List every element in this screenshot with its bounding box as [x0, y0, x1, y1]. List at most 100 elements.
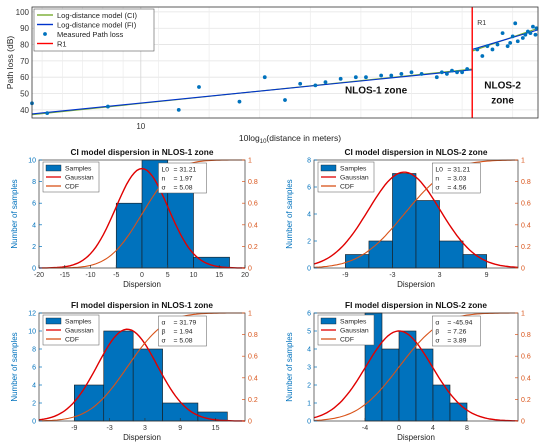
measured-point: [379, 73, 384, 78]
measured-point: [533, 32, 538, 37]
histogram-bar: [415, 348, 434, 422]
histogram-bar: [449, 402, 468, 422]
legend-swatch: [320, 317, 337, 325]
chart-title: CI model dispersion in NLOS-1 zone: [71, 147, 214, 157]
y-tick-label: 6: [32, 201, 36, 208]
y-tick-label: 2: [307, 239, 311, 246]
y2-tick-label: 0.6: [248, 354, 258, 361]
y-tick-label: 10: [28, 158, 36, 165]
y-tick-label: 0: [32, 419, 36, 426]
legend-label: Measured Path loss: [57, 30, 124, 39]
zone-label: NLOS-2: [484, 81, 521, 92]
y-axis-label: Number of samples: [10, 179, 19, 248]
measured-point: [439, 70, 444, 75]
measured-point: [528, 31, 533, 36]
x-tick-label: 3: [143, 425, 147, 432]
x-tick-label: 4: [431, 425, 435, 432]
r1-label: R1: [477, 20, 486, 27]
x-tick-label: 20: [241, 272, 249, 279]
legend-label: CDF: [340, 337, 354, 344]
legend-label: R1: [57, 40, 67, 49]
chart-title: CI model dispersion in NLOS-2 zone: [345, 147, 488, 157]
y-tick-label: 0: [307, 266, 311, 273]
param-name: β: [435, 329, 439, 336]
y-axis-label: Path loss (dB): [5, 36, 15, 90]
measured-point: [510, 34, 515, 39]
y2-tick-label: 0.2: [521, 397, 531, 404]
measured-point: [409, 70, 414, 75]
y-tick-label: 2: [307, 383, 311, 390]
y-tick-label: 90: [20, 24, 29, 33]
y2-tick-label: 0.4: [248, 222, 258, 229]
y-tick-label: 2: [32, 401, 36, 408]
param-name: L0: [435, 167, 443, 174]
measured-point: [313, 83, 318, 88]
y-tick-label: 5: [307, 329, 311, 336]
param-name: α: [435, 320, 439, 327]
zone-label: zone: [491, 95, 514, 106]
measured-point: [500, 31, 505, 36]
measured-point: [283, 98, 287, 102]
x-tick-label: -3: [389, 272, 395, 279]
y-tick-label: 6: [307, 185, 311, 192]
dispersion-chart: FI model dispersion in NLOS-1 zone 0 2 4 6 8 1…: [10, 300, 258, 442]
param-value: = 5.08: [173, 338, 192, 345]
histogram-bar: [415, 200, 440, 269]
param-value: = 3.03: [447, 176, 466, 183]
y-tick-label: 3: [307, 365, 311, 372]
measured-point: [460, 70, 464, 75]
histogram-bar: [392, 173, 417, 269]
pathloss-chart: 40 50 60 70 80 90 100 10 R1 NLOS-1 zone NLOS-2 zone…: [5, 6, 539, 145]
legend-box: [33, 8, 155, 52]
measured-point: [45, 111, 50, 116]
measured-point: [455, 70, 459, 75]
y-tick-label: 2: [32, 244, 36, 251]
measured-point: [485, 44, 490, 49]
x-tick-label: 5: [166, 272, 170, 279]
y-tick-label: 50: [20, 90, 29, 99]
param-box: [158, 162, 207, 194]
y2-tick-label: 0.2: [521, 244, 531, 251]
x-axis-label: Dispersion: [397, 280, 435, 289]
measured-point: [508, 41, 513, 45]
x-axis-label: Dispersion: [123, 280, 161, 289]
param-name: σ: [161, 185, 166, 192]
measured-point: [399, 72, 404, 76]
x-tick-label: 9: [485, 272, 489, 279]
y-tick-label: 0: [32, 266, 36, 273]
measured-point: [515, 39, 520, 44]
y-tick-label: 1: [307, 401, 311, 408]
legend-swatch: [320, 164, 337, 172]
legend-label: Gaussian: [65, 328, 94, 335]
measured-point: [176, 107, 181, 112]
measured-point: [505, 44, 510, 49]
legend-label: Gaussian: [65, 175, 94, 182]
legend-marker: [43, 32, 47, 36]
histogram-bar: [115, 202, 143, 269]
legend-label: Log-distance model (FI): [57, 21, 137, 30]
measured-point: [338, 76, 343, 81]
measured-point: [523, 32, 528, 37]
x-tick-label: 15: [215, 272, 223, 279]
y-tick-label: 40: [20, 106, 29, 115]
measured-point: [445, 72, 449, 76]
y2-tick-label: 0.8: [521, 332, 531, 339]
y2-tick-label: 0.8: [521, 179, 531, 186]
measured-point: [389, 73, 394, 78]
legend-label: Samples: [65, 319, 92, 326]
x-axis-label: 10log10(distance in meters): [239, 133, 341, 145]
legend-swatch: [45, 317, 62, 325]
legend-label: Log-distance model (CI): [57, 11, 138, 20]
zone-label: NLOS-1 zone: [345, 86, 408, 97]
measured-point: [495, 42, 500, 47]
chart-title: FI model dispersion in NLOS-2 zone: [345, 300, 487, 310]
x-tick-label: 10: [190, 272, 198, 279]
x-axis-label: Dispersion: [397, 433, 435, 442]
y2-tick-label: 1: [521, 158, 525, 165]
dispersion-chart: CI model dispersion in NLOS-1 zone 0 2 4 6 8 1…: [10, 147, 258, 289]
histogram-bar: [103, 330, 134, 422]
x-tick-label: 3: [438, 272, 442, 279]
measured-point: [513, 21, 518, 26]
y-tick-label: 4: [307, 212, 311, 219]
y-tick-label: 8: [32, 179, 36, 186]
